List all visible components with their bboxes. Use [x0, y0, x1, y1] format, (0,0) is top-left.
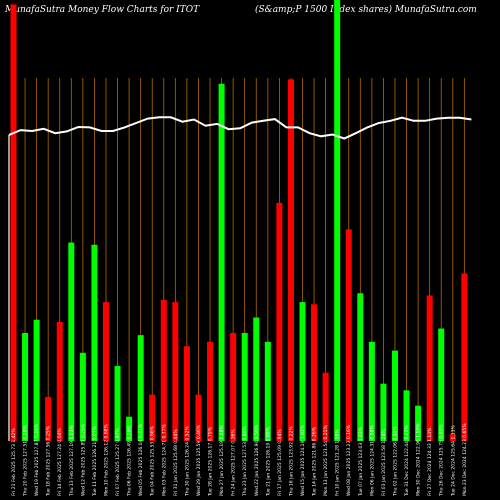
bar: [218, 83, 225, 441]
x-tick-label: Wed 29 Jan 2025 125.59 0.46%: [196, 424, 202, 496]
bar: [241, 332, 248, 441]
x-tick-label: Tue 28 Jan 2025 126.17 0.79%: [208, 426, 214, 497]
bar: [276, 202, 283, 441]
bar: [172, 302, 179, 441]
x-tick-label: Wed 05 Feb 2025 126.04 0.41%: [138, 423, 144, 496]
x-tick-label: Mon 03 Feb 2025 124.71 0.77%: [161, 423, 167, 496]
bar: [368, 341, 375, 441]
x-tick-label: Mon 27 Jan 2025 125.19 1.48%: [219, 424, 225, 496]
x-tick-label: Fri 14 Feb 2025 127.24 0.04%: [57, 428, 63, 496]
bar: [345, 229, 352, 441]
bar: [438, 328, 445, 441]
bar: [322, 372, 329, 441]
x-tick-label: Tue 31 Dec 2024 122.44 0.42%: [404, 425, 410, 497]
x-tick-label: Mon 13 Jan 2025 121.54 0.21%: [323, 424, 329, 496]
x-tick-label: Fri 10 Jan 2025 121.28 1.58%: [335, 429, 341, 496]
bar: [137, 335, 144, 441]
x-tick-label: Wed 08 Jan 2025 123.23 0.16%: [346, 424, 352, 496]
line-layer: [8, 116, 472, 441]
bar: [207, 341, 214, 441]
x-tick-label: Tue 04 Feb 2025 125.53 0.66%: [150, 425, 156, 497]
x-tick-label: Tue 21 Jan 2025 126.19 0.88%: [265, 426, 271, 497]
x-tick-label: Mon 30 Dec 2024 122.96 1.10%: [416, 423, 422, 496]
x-tick-label: Wed 12 Feb 2025 125.89 0.25%: [80, 423, 86, 496]
x-label-layer: Fri 21 Feb 2025 125.73 1.42% Thu 20 Feb 2…: [11, 423, 468, 497]
x-tick-label: Thu 13 Feb 2025 127.19 1.03%: [69, 424, 75, 497]
bar: [102, 302, 109, 441]
bar: [449, 434, 456, 441]
x-tick-label: Tue 18 Feb 2025 127.56 0.25%: [46, 425, 52, 497]
x-tick-label: Fri 07 Feb 2025 125.27 0.97%: [115, 428, 121, 496]
x-tick-label: Fri 03 Jan 2025 123.58 1.24%: [381, 429, 387, 496]
bar: [22, 332, 29, 441]
bar: [426, 295, 433, 441]
x-tick-label: Thu 20 Feb 2025 127.51 0.28%: [23, 424, 29, 497]
bar: [91, 244, 98, 441]
bar: [79, 352, 86, 441]
x-tick-label: Wed 15 Jan 2025 124.19 1.92%: [300, 424, 306, 496]
bar: [149, 394, 156, 441]
bar: [391, 350, 398, 441]
bar: [357, 293, 364, 441]
bar: [45, 396, 52, 441]
x-tick-label: Wed 22 Jan 2025 126.90 0.56%: [254, 424, 260, 496]
x-tick-label: Tue 14 Jan 2025 121.86 0.26%: [312, 426, 318, 497]
bar: [311, 304, 318, 441]
x-tick-label: Fri 27 Dec 2024 124.33 1.14%: [427, 427, 433, 496]
bar: [56, 321, 63, 441]
bar: [380, 383, 387, 441]
chart-title-left: MunafaSutra Money Flow Charts for ITOT: [4, 5, 200, 15]
x-tick-label: Tue 11 Feb 2025 126.21 0.07%: [92, 425, 98, 497]
bar: [114, 366, 121, 441]
bar: [253, 317, 260, 441]
x-tick-label: Thu 02 Jan 2025 122.06 0.31%: [392, 426, 398, 497]
bar: [403, 390, 410, 441]
x-tick-label: Fri 17 Jan 2025 125.09 0.94%: [277, 429, 283, 496]
x-tick-label: Thu 26 Dec 2024 125.75 0.09%: [439, 424, 445, 497]
x-tick-label: Mon 06 Jan 2025 124.31 0.59%: [369, 424, 375, 496]
bar: [287, 79, 294, 441]
x-tick-label: Fri 31 Jan 2025 125.68 0.44%: [173, 429, 179, 496]
bar: [68, 242, 75, 441]
bar: [160, 299, 167, 441]
x-tick-label: Mon 10 Feb 2025 126.12 0.68%: [103, 423, 109, 496]
x-tick-label: Mon 23 Dec 2024 124.23 0.65%: [462, 423, 468, 496]
x-tick-label: Fri 21 Feb 2025 125.73 1.42%: [11, 428, 17, 496]
bar: [299, 302, 306, 441]
bar: [195, 394, 202, 441]
x-tick-label: Tue 07 Jan 2025 123.03 1.03%: [358, 426, 364, 497]
bar: [183, 346, 190, 441]
bar: [334, 0, 341, 441]
x-tick-label: Fri 24 Jan 2025 127.07 0.36%: [231, 429, 237, 496]
bar-layer: [10, 0, 468, 441]
x-tick-label: Thu 06 Feb 2025 126.49 0.36%: [127, 424, 133, 497]
money-flow-line: [8, 116, 472, 140]
bar: [33, 319, 40, 441]
bar: [10, 4, 17, 441]
bar: [126, 416, 133, 441]
x-tick-label: Tue 24 Dec 2024 125.64 1.13%: [450, 425, 456, 497]
x-tick-label: Wed 19 Feb 2025 127.87 0.24%: [34, 423, 40, 496]
x-tick-label: Thu 16 Jan 2025 123.92 0.22%: [288, 426, 294, 497]
chart-title-right: (S&amp;P 1500 Index shares) MunafaSutra.…: [255, 4, 477, 15]
x-tick-label: Thu 30 Jan 2025 126.24 0.52%: [184, 426, 190, 497]
bar: [461, 273, 468, 441]
bar: [264, 341, 271, 441]
bar: [230, 332, 237, 441]
x-tick-label: Thu 23 Jan 2025 127.53 0.50%: [242, 426, 248, 497]
bar: [415, 405, 422, 441]
